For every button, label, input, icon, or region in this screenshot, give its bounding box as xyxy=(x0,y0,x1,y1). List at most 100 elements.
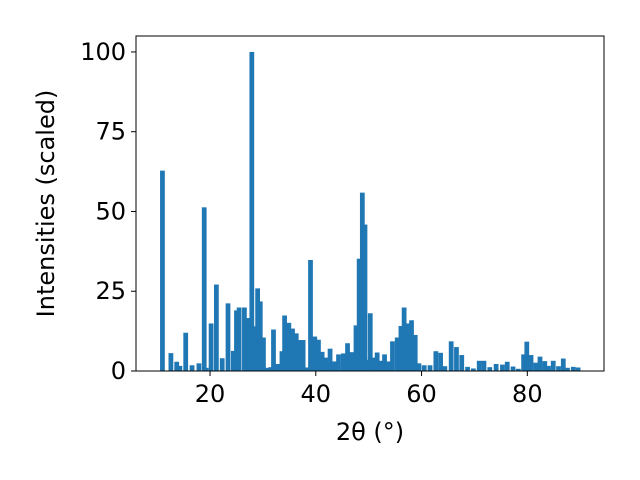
bar xyxy=(367,313,373,371)
bar xyxy=(378,360,384,371)
bar xyxy=(183,332,189,371)
bar xyxy=(524,341,530,371)
bar xyxy=(236,307,242,371)
bar xyxy=(537,356,543,371)
bar xyxy=(286,322,292,371)
bar-series xyxy=(160,51,581,371)
bar xyxy=(203,367,209,371)
bar xyxy=(560,358,566,371)
y-tick-label: 25 xyxy=(95,277,126,305)
bar xyxy=(500,364,505,371)
bar xyxy=(282,315,287,371)
bar xyxy=(214,284,219,371)
bar xyxy=(504,361,510,371)
bar xyxy=(528,355,534,371)
y-tick-label: 100 xyxy=(80,38,126,66)
bar xyxy=(374,352,380,371)
bar xyxy=(219,358,225,371)
bar xyxy=(459,355,465,371)
bar xyxy=(225,303,231,371)
y-tick-label: 75 xyxy=(95,118,126,146)
bar xyxy=(252,326,257,371)
bar xyxy=(319,351,325,371)
x-tick-label: 80 xyxy=(512,380,543,408)
bar xyxy=(242,307,247,371)
bar xyxy=(382,354,387,371)
bar xyxy=(300,340,306,371)
bar xyxy=(550,360,556,371)
bar xyxy=(575,367,581,371)
bar xyxy=(454,347,459,371)
bar xyxy=(364,359,370,371)
bar xyxy=(521,354,526,371)
bar xyxy=(177,365,183,371)
y-axis-label: Intensities (scaled) xyxy=(32,90,60,318)
bar xyxy=(255,288,261,371)
bar xyxy=(268,367,274,371)
bar xyxy=(570,366,576,371)
bar xyxy=(421,365,427,371)
bar xyxy=(542,361,548,371)
bar xyxy=(427,365,433,371)
bar xyxy=(416,363,422,371)
x-tick-label: 60 xyxy=(406,380,437,408)
bar xyxy=(394,337,400,371)
bar xyxy=(493,363,499,371)
bar xyxy=(271,329,276,371)
x-axis-label: 2θ (°) xyxy=(336,418,404,446)
bar xyxy=(481,360,487,371)
bar xyxy=(246,318,252,371)
bar xyxy=(174,361,180,371)
x-tick-label: 40 xyxy=(301,380,332,408)
bar xyxy=(160,170,165,371)
bar xyxy=(290,328,295,371)
bar xyxy=(398,326,404,371)
bar xyxy=(323,357,329,371)
bar xyxy=(230,350,236,371)
bar xyxy=(279,351,285,371)
bar xyxy=(401,307,407,371)
bar xyxy=(404,323,410,371)
bar xyxy=(349,352,355,371)
bar xyxy=(308,259,313,371)
bar xyxy=(265,367,271,371)
bar xyxy=(189,365,195,371)
bar xyxy=(331,361,337,371)
bar xyxy=(261,337,266,371)
bar xyxy=(327,348,333,371)
bar xyxy=(297,340,303,371)
bar xyxy=(359,192,365,371)
bar xyxy=(257,301,263,371)
bar xyxy=(345,343,350,371)
bar xyxy=(471,368,476,371)
bar xyxy=(533,362,539,371)
bar xyxy=(208,323,214,371)
bar xyxy=(201,207,207,371)
y-tick-label: 50 xyxy=(95,197,126,225)
bar xyxy=(293,333,299,371)
bar xyxy=(316,339,321,371)
y-axis: 0 25 50 75 100 xyxy=(80,38,136,385)
bar xyxy=(412,334,418,371)
x-tick-label: 20 xyxy=(195,380,226,408)
bar xyxy=(234,310,239,371)
bar xyxy=(356,258,362,371)
bar xyxy=(385,361,391,371)
bar xyxy=(487,367,493,371)
bar xyxy=(448,341,454,371)
bar xyxy=(304,367,310,371)
x-axis: 20 40 60 80 xyxy=(195,371,543,408)
bar xyxy=(275,363,281,371)
bar xyxy=(565,367,570,371)
bar xyxy=(515,368,521,371)
bar xyxy=(312,336,318,371)
bar xyxy=(556,366,561,371)
bar xyxy=(442,366,448,371)
bar xyxy=(476,360,482,371)
bar xyxy=(168,353,174,371)
y-tick-label: 0 xyxy=(111,357,126,385)
plot-frame xyxy=(135,35,605,372)
bar xyxy=(465,366,470,371)
bar xyxy=(433,351,439,371)
